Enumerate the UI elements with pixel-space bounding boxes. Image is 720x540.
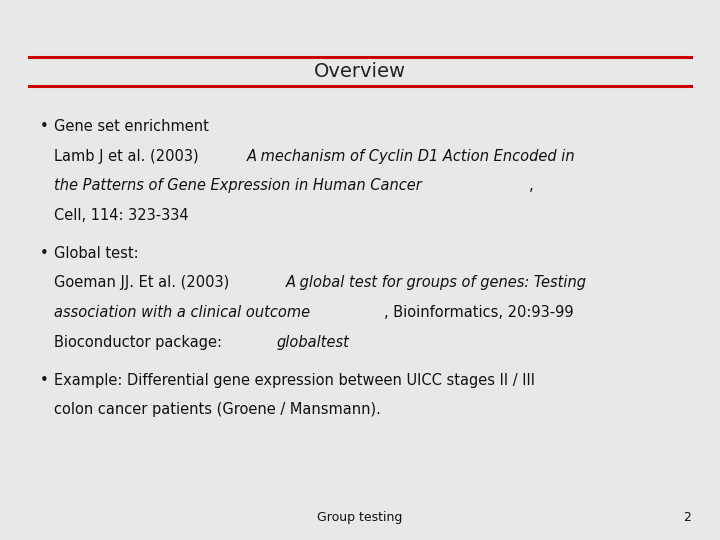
Text: •: • xyxy=(40,373,48,388)
Text: Lamb J et al. (2003): Lamb J et al. (2003) xyxy=(54,148,203,164)
Text: association with a clinical outcome: association with a clinical outcome xyxy=(54,305,310,320)
Text: colon cancer patients (Groene / Mansmann).: colon cancer patients (Groene / Mansmann… xyxy=(54,402,381,417)
Text: the Patterns of Gene Expression in Human Cancer: the Patterns of Gene Expression in Human… xyxy=(54,178,422,193)
Text: Overview: Overview xyxy=(314,62,406,81)
Text: Example: Differential gene expression between UICC stages II / III: Example: Differential gene expression be… xyxy=(54,373,535,388)
Text: Cell, 114: 323-334: Cell, 114: 323-334 xyxy=(54,208,189,223)
Text: Global test:: Global test: xyxy=(54,246,139,261)
Text: Bioconductor package:: Bioconductor package: xyxy=(54,335,227,350)
Text: A mechanism of Cyclin D1 Action Encoded in: A mechanism of Cyclin D1 Action Encoded … xyxy=(246,148,575,164)
Text: , Bioinformatics, 20:93-99: , Bioinformatics, 20:93-99 xyxy=(384,305,574,320)
Text: Group testing: Group testing xyxy=(318,511,402,524)
Text: Goeman JJ. Et al. (2003): Goeman JJ. Et al. (2003) xyxy=(54,275,234,291)
Text: ,: , xyxy=(528,178,533,193)
Text: globaltest: globaltest xyxy=(276,335,350,350)
Text: •: • xyxy=(40,119,48,134)
Text: 2: 2 xyxy=(683,511,691,524)
Text: •: • xyxy=(40,246,48,261)
Text: Gene set enrichment: Gene set enrichment xyxy=(54,119,209,134)
Text: A global test for groups of genes: Testing: A global test for groups of genes: Testi… xyxy=(286,275,587,291)
